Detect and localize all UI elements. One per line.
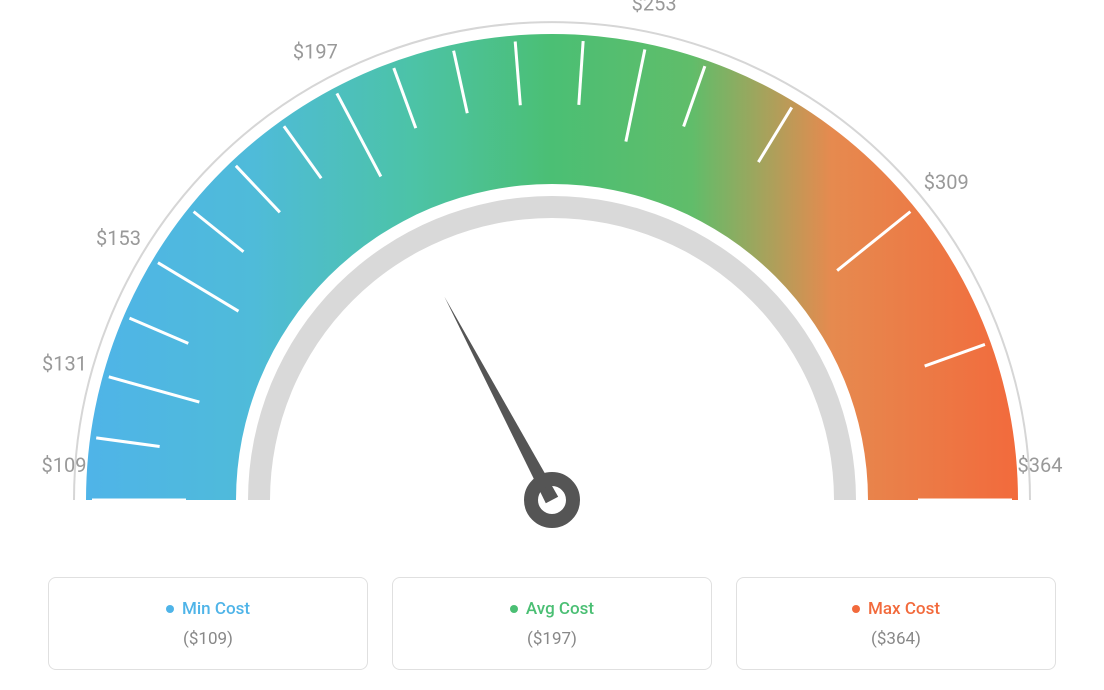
svg-text:$153: $153: [96, 226, 141, 250]
legend-card-min: Min Cost ($109): [48, 577, 368, 670]
legend-label-avg: Avg Cost: [526, 599, 594, 619]
legend-card-avg: Avg Cost ($197): [392, 577, 712, 670]
svg-text:$197: $197: [293, 40, 338, 64]
gauge-container: $109 $131 $153 $197 $253 $309 $364: [0, 0, 1104, 560]
legend-dot-min: [166, 605, 174, 613]
legend-label-max: Max Cost: [868, 599, 940, 619]
svg-text:$253: $253: [632, 0, 677, 15]
legend-row: Min Cost ($109) Avg Cost ($197) Max Cost…: [0, 577, 1104, 670]
svg-text:$309: $309: [924, 170, 969, 194]
gauge-chart: $109 $131 $153 $197 $253 $309 $364: [0, 0, 1104, 560]
legend-value-avg: ($197): [409, 629, 695, 649]
legend-value-max: ($364): [753, 629, 1039, 649]
legend-dot-max: [852, 605, 860, 613]
legend-dot-avg: [510, 605, 518, 613]
svg-text:$109: $109: [42, 453, 87, 477]
legend-title-min: Min Cost: [166, 599, 250, 619]
legend-value-min: ($109): [65, 629, 351, 649]
legend-title-max: Max Cost: [852, 599, 940, 619]
svg-text:$364: $364: [1018, 453, 1063, 477]
legend-card-max: Max Cost ($364): [736, 577, 1056, 670]
svg-text:$131: $131: [42, 352, 87, 376]
legend-title-avg: Avg Cost: [510, 599, 594, 619]
legend-label-min: Min Cost: [182, 599, 250, 619]
